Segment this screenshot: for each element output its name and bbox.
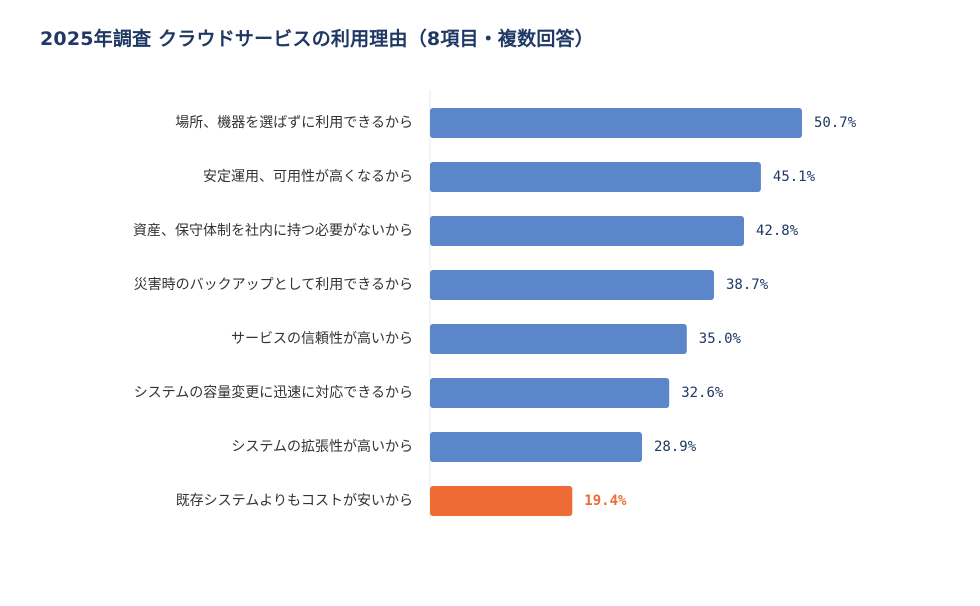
value-label: 19.4%	[584, 493, 627, 509]
value-label: 38.7%	[726, 277, 769, 293]
category-label: 安定運用、可用性が高くなるから	[203, 168, 413, 185]
bars-group: 場所、機器を選ばずに利用できるから 50.7% 安定運用、可用性が高くなるから 45.…	[133, 108, 857, 516]
category-label: 場所、機器を選ばずに利用できるから	[175, 115, 413, 131]
value-label: 50.7%	[814, 115, 857, 131]
category-label: システムの容量変更に迅速に対応できるから	[134, 384, 413, 401]
category-label: サービスの信頼性が高いから	[231, 330, 413, 347]
category-label: システムの拡張性が高いから	[231, 438, 413, 455]
bar-highlight	[430, 486, 573, 516]
bar	[430, 324, 687, 354]
value-label: 35.0%	[699, 331, 742, 347]
category-label: 既存システムよりもコストが安いから	[176, 493, 413, 509]
chart-title: 2025年調査 クラウドサービスの利用理由（8項目・複数回答）	[40, 28, 594, 50]
category-label: 災害時のバックアップとして利用できるから	[134, 277, 413, 293]
bar	[430, 378, 670, 408]
value-label: 28.9%	[654, 439, 697, 455]
bar	[430, 108, 802, 138]
category-label: 資産、保守体制を社内に持つ必要がないから	[133, 223, 413, 239]
bar	[430, 270, 714, 300]
bar	[430, 432, 642, 462]
value-label: 42.8%	[756, 223, 799, 239]
value-label: 32.6%	[681, 385, 724, 401]
value-label: 45.1%	[773, 169, 816, 185]
bar	[430, 216, 744, 246]
bar	[430, 162, 761, 192]
